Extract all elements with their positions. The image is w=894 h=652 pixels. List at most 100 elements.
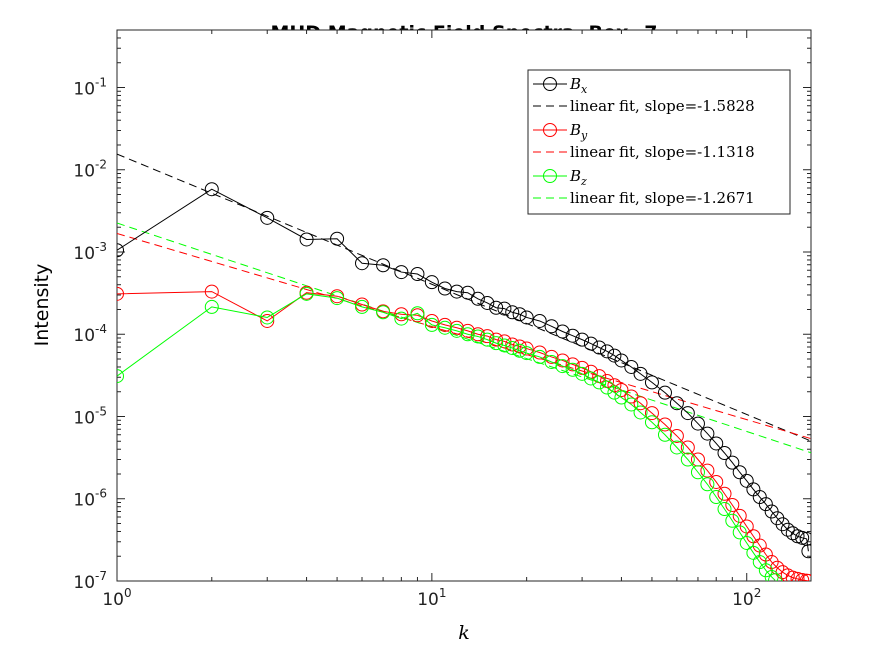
- legend-marker-bx: [543, 77, 557, 91]
- data-point-by: [801, 574, 811, 581]
- data-point-bz: [600, 380, 615, 395]
- data-point-by: [680, 440, 695, 455]
- data-point-by: [544, 349, 559, 364]
- data-point-bz: [505, 341, 520, 356]
- fit-line-bx: [117, 153, 811, 442]
- data-point-bz: [725, 513, 740, 528]
- y-tick-label: 10-2: [73, 158, 107, 182]
- data-point-bz: [204, 299, 219, 314]
- data-point-bx: [614, 353, 629, 368]
- data-point-bx: [480, 295, 495, 310]
- x-tick-label: 102: [732, 586, 761, 610]
- legend-fit-label-by: linear fit, slope=-1.1318: [570, 143, 755, 161]
- data-point-bx: [449, 284, 464, 299]
- data-point-bz: [690, 465, 705, 480]
- data-point-bz: [669, 440, 684, 455]
- data-point-bz: [489, 336, 504, 351]
- data-point-bz: [680, 452, 695, 467]
- x-axis-label: k: [458, 622, 470, 644]
- y-tick-label: 10-5: [73, 404, 107, 428]
- data-point-bz: [480, 332, 495, 347]
- data-point-by: [799, 573, 811, 581]
- data-point-by: [394, 307, 409, 322]
- data-point-bz: [117, 369, 124, 384]
- data-point-bx: [260, 210, 275, 225]
- x-tick-label-exponent: 1: [439, 586, 447, 600]
- data-point-bz: [410, 306, 425, 321]
- data-point-bz: [644, 415, 659, 430]
- data-point-bz: [700, 477, 715, 492]
- data-point-bx: [607, 348, 622, 363]
- fit-line-by: [117, 232, 811, 440]
- legend-symbol: B: [569, 121, 581, 139]
- data-point-by: [780, 568, 795, 581]
- data-point-bx: [376, 258, 391, 273]
- data-point-by: [519, 341, 534, 356]
- y-tick-label-exponent: -6: [95, 487, 107, 501]
- data-point-by: [117, 286, 124, 301]
- data-point-bz: [717, 502, 732, 517]
- data-point-by: [624, 389, 639, 404]
- data-point-bz: [764, 569, 779, 581]
- legend-label-bz: Bz: [569, 167, 587, 188]
- y-tick-label: 10-6: [73, 487, 107, 511]
- data-point-by: [260, 313, 275, 328]
- data-point-by: [669, 428, 684, 443]
- y-tick-label-base: 10: [73, 326, 95, 346]
- x-tick-label-exponent: 2: [754, 586, 762, 600]
- data-point-by: [785, 570, 800, 581]
- legend-subscript: y: [580, 129, 588, 142]
- data-point-bx: [758, 497, 773, 512]
- x-tick-label-base: 10: [102, 590, 124, 610]
- data-point-bz: [565, 362, 580, 377]
- legend-subscript: z: [580, 175, 587, 188]
- x-tick-label-exponent: 0: [124, 586, 132, 600]
- data-point-by: [717, 486, 732, 501]
- legend-box: [527, 69, 791, 215]
- data-point-by: [795, 572, 810, 581]
- y-tick-label-base: 10: [73, 244, 95, 264]
- data-point-bx: [410, 267, 425, 282]
- data-point-bx: [801, 544, 811, 559]
- data-point-bx: [680, 406, 695, 421]
- y-tick-label: 10-3: [73, 240, 107, 264]
- data-point-bx: [505, 305, 520, 320]
- data-point-by: [790, 571, 805, 581]
- data-point-bx: [592, 340, 607, 355]
- y-tick-label-base: 10: [73, 79, 95, 99]
- x-tick-label-base: 10: [732, 590, 754, 610]
- data-point-by: [424, 313, 439, 328]
- data-point-bx: [775, 517, 790, 532]
- data-point-bx: [460, 285, 475, 300]
- x-tick-label-base: 10: [417, 590, 439, 610]
- data-point-bz: [768, 573, 783, 581]
- legend-label-bx: Bx: [569, 75, 588, 96]
- data-point-by: [204, 284, 219, 299]
- data-point-by: [739, 519, 754, 534]
- data-point-bz: [449, 323, 464, 338]
- data-point-bx: [470, 291, 485, 306]
- data-point-bx: [117, 243, 124, 258]
- data-point-by: [607, 378, 622, 393]
- data-point-bx: [732, 465, 747, 480]
- data-point-bz: [633, 405, 648, 420]
- series-line-bz: [117, 293, 776, 581]
- data-point-bz: [624, 397, 639, 412]
- data-point-bz: [657, 427, 672, 442]
- data-point-bx: [565, 328, 580, 343]
- data-point-bz: [394, 311, 409, 326]
- legend-marker-by: [543, 123, 557, 137]
- data-point-bz: [299, 286, 314, 301]
- data-point-bz: [555, 359, 570, 374]
- y-tick-label-base: 10: [73, 408, 95, 428]
- data-point-bz: [592, 375, 607, 390]
- y-tick-label-exponent: -7: [95, 569, 107, 583]
- legend-label-by: By: [569, 121, 588, 142]
- legend-marker-bz: [543, 169, 557, 183]
- data-point-bx: [624, 359, 639, 374]
- data-point-bx: [717, 445, 732, 460]
- y-tick-label: 10-4: [73, 322, 107, 346]
- x-tick-label: 100: [102, 586, 131, 610]
- data-point-bx: [600, 344, 615, 359]
